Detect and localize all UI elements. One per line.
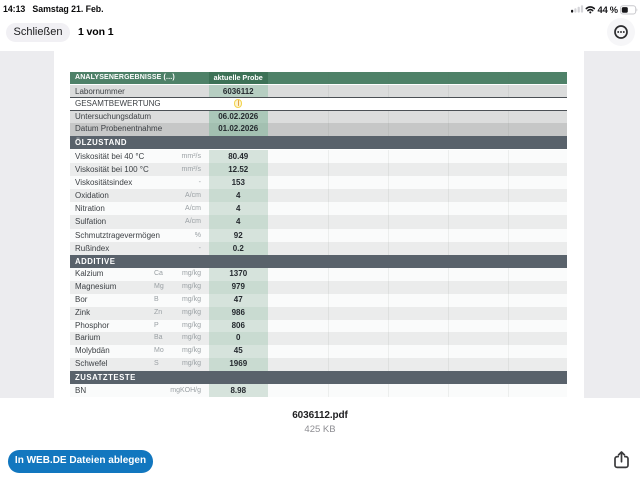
svg-text:44 %: 44 % <box>598 5 619 15</box>
